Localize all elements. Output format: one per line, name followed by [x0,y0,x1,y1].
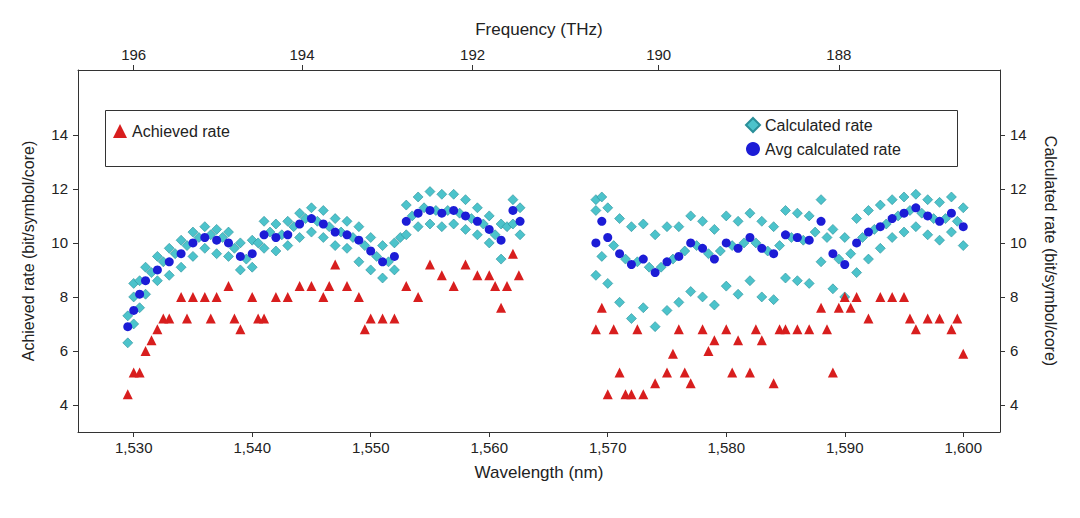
svg-text:188: 188 [826,46,851,63]
svg-text:1,570: 1,570 [589,439,627,456]
svg-text:8: 8 [60,288,68,305]
svg-text:196: 196 [121,46,146,63]
svg-text:Calculated rate (bit/symbol/co: Calculated rate (bit/symbol/core) [1042,136,1059,366]
svg-text:Achieved rate: Achieved rate [132,123,230,140]
svg-text:10: 10 [1010,234,1027,251]
svg-text:4: 4 [60,396,68,413]
svg-text:4: 4 [1010,396,1018,413]
svg-text:6: 6 [1010,342,1018,359]
svg-text:192: 192 [460,46,485,63]
svg-text:10: 10 [51,234,68,251]
svg-text:1,550: 1,550 [352,439,390,456]
svg-text:190: 190 [646,46,671,63]
svg-text:12: 12 [1010,180,1027,197]
svg-text:8: 8 [1010,288,1018,305]
svg-text:1,590: 1,590 [826,439,864,456]
svg-text:1,540: 1,540 [233,439,271,456]
svg-text:6: 6 [60,342,68,359]
svg-text:1,530: 1,530 [115,439,153,456]
svg-text:1,560: 1,560 [470,439,508,456]
svg-text:1,600: 1,600 [944,439,982,456]
svg-text:12: 12 [51,180,68,197]
svg-text:Calculated rate: Calculated rate [765,117,873,134]
svg-text:Avg calculated rate: Avg calculated rate [765,141,901,158]
svg-text:Frequency (THz): Frequency (THz) [475,20,603,39]
svg-text:14: 14 [51,126,68,143]
svg-text:1,580: 1,580 [707,439,745,456]
svg-text:Wavelength (nm): Wavelength (nm) [475,463,604,482]
svg-text:14: 14 [1010,126,1027,143]
svg-text:Achieved rate (bit/symbol/core: Achieved rate (bit/symbol/core) [20,141,37,362]
svg-text:194: 194 [289,46,314,63]
